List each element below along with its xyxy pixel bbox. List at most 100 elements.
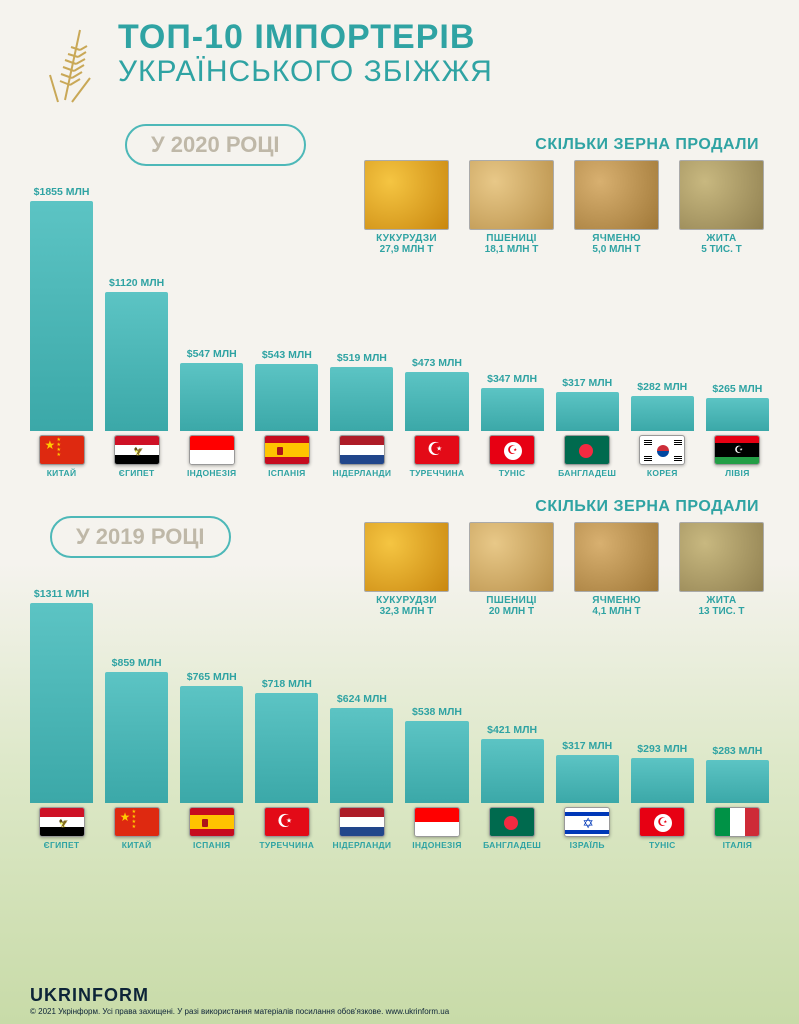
flag-turkey: ☪ — [264, 807, 310, 837]
bar — [255, 693, 318, 803]
bar-value-label: $519 МЛН — [337, 352, 387, 364]
flag-china: ★★★★★ — [114, 807, 160, 837]
bar-value-label: $1311 МЛН — [34, 588, 89, 600]
flag-libya: ☪ — [714, 435, 760, 465]
flag-netherlands — [339, 435, 385, 465]
bar — [30, 603, 93, 803]
bar — [631, 758, 694, 803]
flag-egypt: 🦅 — [39, 807, 85, 837]
bar-value-label: $265 МЛН — [712, 383, 762, 395]
country-label: КИТАЙ — [47, 468, 77, 478]
bar-value-label: $765 МЛН — [187, 671, 237, 683]
country-label: ІСПАНІЯ — [193, 840, 230, 850]
country-label: ЄГИПЕТ — [119, 468, 155, 478]
flag-spain — [189, 807, 235, 837]
bar — [255, 364, 318, 431]
bar-value-label: $317 МЛН — [562, 740, 612, 752]
grain-strip-2019: КУКУРУДЗИ32,3 МЛН ТПШЕНИЦІ20 МЛН ТЯЧМЕНЮ… — [364, 522, 764, 617]
year-pill-2019: У 2019 РОЦІ — [50, 516, 231, 558]
flag-bangladesh — [564, 435, 610, 465]
bar-value-label: $282 МЛН — [637, 381, 687, 393]
country-label: НІДЕРЛАНДИ — [333, 468, 392, 478]
grain-image-rye — [679, 160, 764, 230]
bar-col: $317 МЛН БАНГЛАДЕШ — [556, 377, 619, 478]
grain-amount: 13 ТИС. Т — [679, 606, 764, 617]
bar — [330, 708, 393, 803]
grain-image-barley — [574, 522, 659, 592]
country-label: ТУНІС — [649, 840, 676, 850]
country-label: БАНГЛАДЕШ — [558, 468, 616, 478]
grain-item: ЖИТА13 ТИС. Т — [679, 522, 764, 617]
flag-indonesia — [189, 435, 235, 465]
country-label: ІТАЛІЯ — [723, 840, 753, 850]
country-label: ЄГИПЕТ — [44, 840, 80, 850]
grain-name: ЯЧМЕНЮ — [574, 595, 659, 606]
bar — [706, 760, 769, 803]
bar-value-label: $538 МЛН — [412, 706, 462, 718]
bar-col: $859 МЛН★★★★★КИТАЙ — [105, 657, 168, 850]
flag-tunisia: ☪ — [639, 807, 685, 837]
section-2020: У 2020 РОЦІ СКІЛЬКИ ЗЕРНА ПРОДАЛИ КУКУРУ… — [0, 124, 799, 478]
bar — [706, 398, 769, 431]
grain-image-wheat — [469, 160, 554, 230]
flag-netherlands — [339, 807, 385, 837]
country-label: ТУНІС — [499, 468, 526, 478]
grain-name: ЖИТА — [679, 595, 764, 606]
bar-col: $283 МЛН ІТАЛІЯ — [706, 745, 769, 850]
grain-item: ПШЕНИЦІ18,1 МЛН Т — [469, 160, 554, 255]
grain-name: КУКУРУДЗИ — [364, 233, 449, 244]
grain-amount: 5,0 МЛН Т — [574, 244, 659, 255]
wheat-icon — [30, 20, 100, 110]
flag-bangladesh — [489, 807, 535, 837]
flag-korea — [639, 435, 685, 465]
country-label: ІЗРАЇЛЬ — [570, 840, 605, 850]
grain-image-rye — [679, 522, 764, 592]
bar-value-label: $283 МЛН — [712, 745, 762, 757]
bar-value-label: $543 МЛН — [262, 349, 312, 361]
grain-name: ЖИТА — [679, 233, 764, 244]
bar-value-label: $317 МЛН — [562, 377, 612, 389]
grain-item: ЯЧМЕНЮ5,0 МЛН Т — [574, 160, 659, 255]
bar-value-label: $1120 МЛН — [109, 277, 164, 289]
bar-value-label: $421 МЛН — [487, 724, 537, 736]
bar-col: $347 МЛН ☪ ТУНІС — [481, 373, 544, 478]
flag-tunisia: ☪ — [489, 435, 535, 465]
flag-spain — [264, 435, 310, 465]
bar-value-label: $859 МЛН — [112, 657, 162, 669]
flag-china: ★★★★★ — [39, 435, 85, 465]
bar-col: $547 МЛНІНДОНЕЗІЯ — [180, 348, 243, 478]
country-label: ТУРЕЧЧИНА — [410, 468, 465, 478]
bar-value-label: $347 МЛН — [487, 373, 537, 385]
bar-col: $538 МЛНІНДОНЕЗІЯ — [405, 706, 468, 850]
grain-image-wheat — [469, 522, 554, 592]
title-line1: ТОП-10 ІМПОРТЕРІВ — [118, 20, 769, 54]
bar — [180, 363, 243, 431]
grain-item: ЖИТА5 ТИС. Т — [679, 160, 764, 255]
footer-brand: UKRINFORM — [30, 985, 769, 1006]
flag-egypt: 🦅 — [114, 435, 160, 465]
bar — [556, 755, 619, 803]
bar-col: $765 МЛН ІСПАНІЯ — [180, 671, 243, 850]
bar-col: $473 МЛН☪ТУРЕЧЧИНА — [405, 357, 468, 478]
bar-col: $1855 МЛН ★★★★★ КИТАЙ — [30, 186, 93, 478]
bar-col: $293 МЛН☪ТУНІС — [631, 743, 694, 850]
footer: UKRINFORM © 2021 Укрінформ. Усі права за… — [30, 985, 769, 1016]
bar-col: $718 МЛН☪ТУРЕЧЧИНА — [255, 678, 318, 850]
country-label: КОРЕЯ — [647, 468, 678, 478]
flag-israel: ✡ — [564, 807, 610, 837]
flag-indonesia — [414, 807, 460, 837]
bar-col: $519 МЛН НІДЕРЛАНДИ — [330, 352, 393, 478]
grain-amount: 32,3 МЛН Т — [364, 606, 449, 617]
country-label: БАНГЛАДЕШ — [483, 840, 541, 850]
grain-strip-2020: КУКУРУДЗИ27,9 МЛН ТПШЕНИЦІ18,1 МЛН ТЯЧМЕ… — [364, 160, 764, 255]
grain-name: ЯЧМЕНЮ — [574, 233, 659, 244]
bar-value-label: $718 МЛН — [262, 678, 312, 690]
title-line2: УКРАЇНСЬКОГО ЗБІЖЖЯ — [118, 54, 769, 90]
bar-col: $317 МЛН ✡ ІЗРАЇЛЬ — [556, 740, 619, 850]
bar — [105, 292, 168, 431]
country-label: ІНДОНЕЗІЯ — [187, 468, 236, 478]
bar — [481, 388, 544, 431]
bar-col: $282 МЛН КОРЕЯ — [631, 381, 694, 478]
bar-value-label: $1855 МЛН — [34, 186, 90, 198]
grain-amount: 27,9 МЛН Т — [364, 244, 449, 255]
